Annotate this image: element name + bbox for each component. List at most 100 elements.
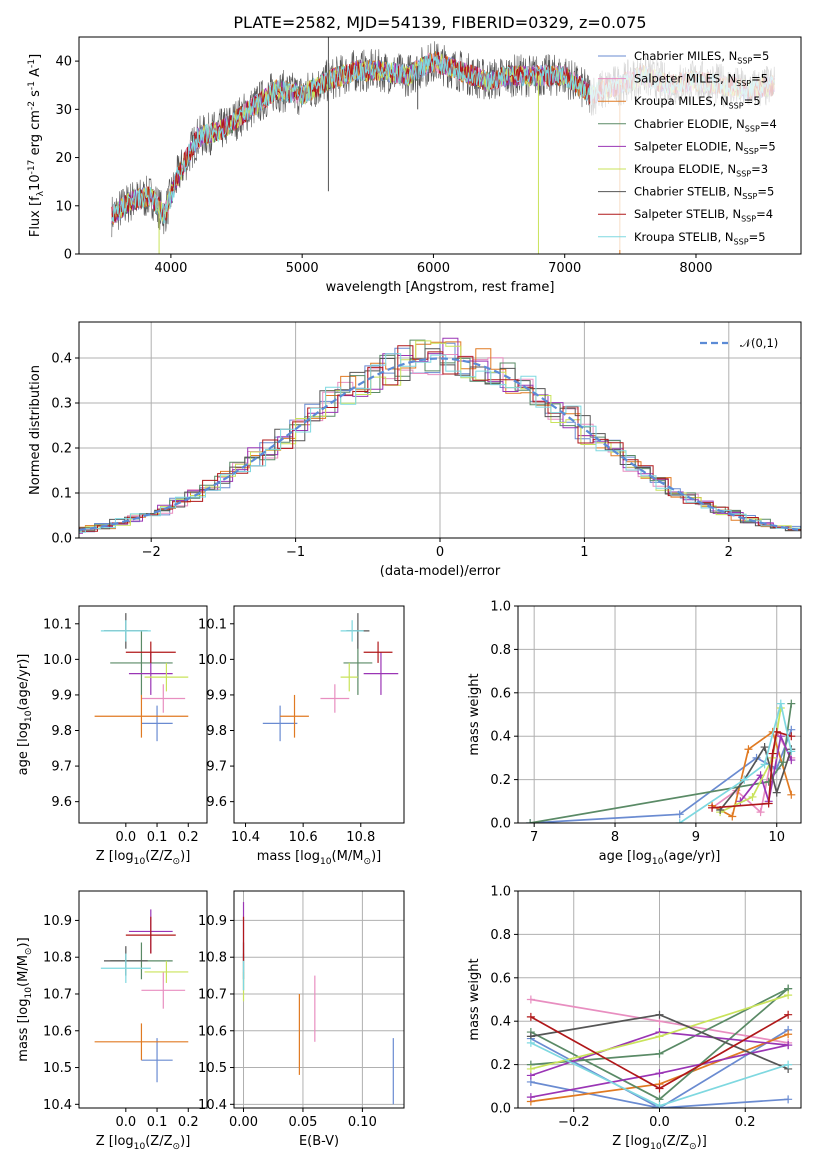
panel-age_vs_mass: 10.4 10.6 10.8 9.6 9.7 9.8 9.9 10.0 10.1 mass [lo… bbox=[198, 605, 405, 867]
x-tick-label: 1 bbox=[580, 545, 588, 560]
y-tick-label: 0.3 bbox=[51, 397, 72, 412]
label-part: -2 bbox=[27, 101, 37, 110]
label-part: -17 bbox=[27, 159, 37, 174]
weight-marker bbox=[764, 799, 773, 808]
label-part: Kroupa MILES, N bbox=[634, 94, 729, 108]
weight-marker bbox=[740, 775, 749, 784]
y-tick-label: 10.6 bbox=[198, 1024, 227, 1039]
y-tick-label: 0.4 bbox=[490, 730, 511, 745]
weight-marker bbox=[744, 745, 753, 754]
weight-marker bbox=[768, 749, 777, 758]
label-part: Salpeter MILES, N bbox=[634, 72, 736, 86]
label-part: -1 bbox=[27, 59, 37, 68]
legend: Chabrier MILES, NSSP=5 Salpeter MILES, N S… bbox=[590, 45, 798, 250]
y-tick-label: 10.5 bbox=[43, 1061, 72, 1076]
plot-area bbox=[518, 606, 801, 823]
x-axis-label: E(B-V) bbox=[299, 1134, 339, 1149]
weight-marker bbox=[655, 1069, 664, 1078]
weight-marker bbox=[675, 810, 684, 819]
weight-marker bbox=[728, 812, 737, 821]
axes-frame bbox=[233, 605, 405, 824]
y-tick-label: 0 bbox=[64, 248, 72, 263]
histogram-step bbox=[79, 354, 801, 532]
y-tick-label: 9.6 bbox=[206, 795, 227, 810]
weight-marker bbox=[787, 790, 796, 799]
y-tick-label: 30 bbox=[55, 103, 72, 118]
y-tick-label: 0.8 bbox=[490, 928, 511, 943]
label-part: SSP bbox=[734, 237, 749, 246]
label-part: s bbox=[28, 90, 43, 101]
weight-marker bbox=[756, 808, 765, 817]
x-tick-label: 0.0 bbox=[649, 1115, 670, 1130]
y-tick-label: 10.9 bbox=[198, 914, 227, 929]
y-tick-label: 0.6 bbox=[490, 686, 511, 701]
label-part: age [log bbox=[599, 849, 652, 864]
label-part: 10 bbox=[134, 857, 146, 867]
x-tick-label: 0.0 bbox=[115, 1115, 136, 1130]
label-part: SSP bbox=[742, 192, 757, 201]
x-axis-label: Z [log10(Z/Z⊙)] bbox=[612, 1134, 707, 1152]
normal-curve bbox=[79, 357, 799, 532]
y-tick-label: 10.0 bbox=[198, 653, 227, 668]
legend-label: Chabrier MILES, NSSP=5 bbox=[634, 49, 769, 65]
label-part: Z [log bbox=[612, 1134, 650, 1149]
label-part: mass weight bbox=[467, 958, 482, 1040]
histogram-step bbox=[79, 348, 801, 532]
label-part: Salpeter STELIB, N bbox=[634, 207, 741, 221]
x-tick-label: 0.00 bbox=[229, 1115, 258, 1130]
y-tick-label: 0.0 bbox=[490, 1102, 511, 1117]
weight-marker bbox=[784, 1010, 793, 1019]
weight-marker bbox=[655, 1101, 664, 1108]
plot-area bbox=[94, 613, 189, 742]
weight-marker bbox=[784, 1095, 793, 1104]
x-tick-label: −1 bbox=[286, 545, 305, 560]
axes-frame bbox=[517, 890, 802, 1109]
label-part: λ bbox=[36, 190, 46, 196]
y-tick-label: 0.0 bbox=[490, 817, 511, 832]
label-part: Chabrier ELODIE, N bbox=[634, 117, 745, 131]
label-part: =5 bbox=[752, 49, 769, 63]
y-tick-label: 0.2 bbox=[51, 442, 72, 457]
label-part: (age/yr)] bbox=[663, 849, 720, 864]
weight-marker bbox=[526, 1093, 535, 1102]
x-axis-label: age [log10(age/yr)] bbox=[599, 849, 721, 867]
label-part: 10 bbox=[652, 857, 664, 867]
y-tick-label: 10.1 bbox=[198, 617, 227, 632]
weight-marker bbox=[526, 1012, 535, 1021]
x-tick-label: 8000 bbox=[679, 261, 712, 276]
label-part: =5 bbox=[757, 185, 774, 199]
label-part: )] bbox=[180, 849, 190, 864]
x-tick-label: 0.05 bbox=[288, 1115, 317, 1130]
weight-marker bbox=[787, 699, 796, 708]
weight-marker bbox=[708, 803, 717, 812]
label-part: SSP bbox=[736, 169, 751, 178]
weight-marker bbox=[764, 777, 773, 786]
weight-marker bbox=[526, 819, 535, 823]
x-axis-label: Z [log10(Z/Z⊙)] bbox=[96, 1134, 191, 1152]
axes-frame bbox=[517, 605, 802, 824]
x-tick-label: 10.8 bbox=[346, 830, 375, 845]
label-part: ⊙ bbox=[363, 857, 371, 867]
weight-marker bbox=[655, 1049, 664, 1058]
legend-label: Kroupa ELODIE, NSSP=3 bbox=[634, 162, 768, 178]
y-tick-label: 9.7 bbox=[206, 760, 227, 775]
panel-spectrum: 4000 5000 6000 7000 8000 0 10 20 30 40 wavelength … bbox=[27, 36, 802, 295]
label-part: (Z/Z bbox=[145, 849, 172, 864]
x-axis-label: Z [log10(Z/Z⊙)] bbox=[96, 849, 191, 867]
histogram-step bbox=[79, 345, 801, 532]
label-part: mass weight bbox=[467, 673, 482, 755]
x-tick-label: 7000 bbox=[548, 261, 581, 276]
plot-area bbox=[79, 322, 801, 538]
y-tick-label: 10 bbox=[55, 199, 72, 214]
x-tick-label: 0.2 bbox=[735, 1115, 756, 1130]
label-part: SSP bbox=[741, 215, 756, 224]
axes-frame bbox=[78, 321, 802, 539]
x-tick-label: 0.0 bbox=[115, 830, 136, 845]
weight-marker bbox=[776, 699, 785, 708]
label-part: Z [log bbox=[96, 849, 134, 864]
weight-marker bbox=[655, 1032, 664, 1041]
label-part: ⊙ bbox=[24, 947, 34, 955]
label-part: SSP bbox=[745, 124, 760, 133]
plot-area bbox=[262, 613, 399, 742]
